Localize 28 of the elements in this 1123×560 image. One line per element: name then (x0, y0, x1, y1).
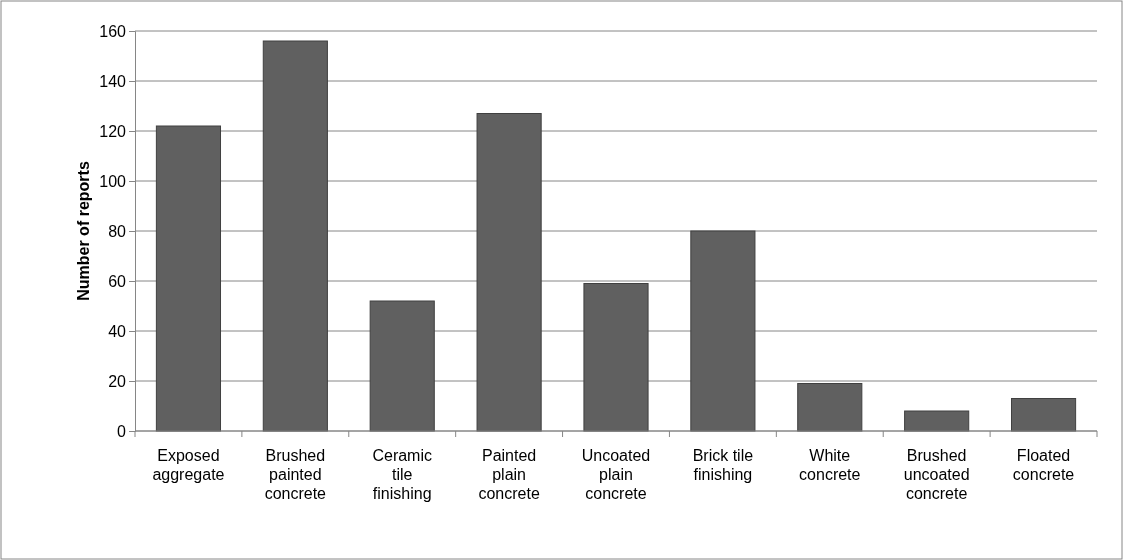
bar (155, 125, 222, 432)
bar (904, 410, 970, 432)
bar (690, 230, 756, 432)
y-tick-label: 140 (99, 72, 127, 90)
bar (797, 383, 863, 432)
bar (476, 113, 542, 432)
x-tick-label: Painted plain concrete (478, 447, 540, 502)
y-tick-label: 20 (108, 372, 127, 390)
y-tick-label: 60 (108, 272, 127, 290)
x-tick-label: Exposed aggregate (152, 447, 225, 483)
y-axis-title: Number of reports (75, 161, 92, 301)
x-tick-label: Brick tile finishing (692, 447, 754, 483)
y-tick-label: 40 (108, 322, 127, 340)
bar (369, 300, 435, 432)
x-tick-label: Uncoated plain concrete (581, 447, 651, 502)
y-tick-label: 120 (99, 122, 127, 140)
x-tick-label: Floated concrete (1012, 447, 1075, 483)
y-tick-label: 80 (108, 222, 127, 240)
x-tick-label: Brushed painted concrete (264, 447, 327, 502)
x-tick-label: Ceramic tile finishing (372, 447, 432, 502)
y-tick-label: 0 (117, 422, 127, 440)
bar (262, 40, 328, 432)
y-tick-label: 100 (99, 172, 127, 190)
y-tick-label: 160 (99, 22, 127, 40)
bar (583, 283, 649, 432)
x-tick-label: Brushed uncoated concrete (903, 447, 970, 502)
bar (1010, 398, 1077, 432)
x-tick-label: White concrete (799, 447, 861, 483)
